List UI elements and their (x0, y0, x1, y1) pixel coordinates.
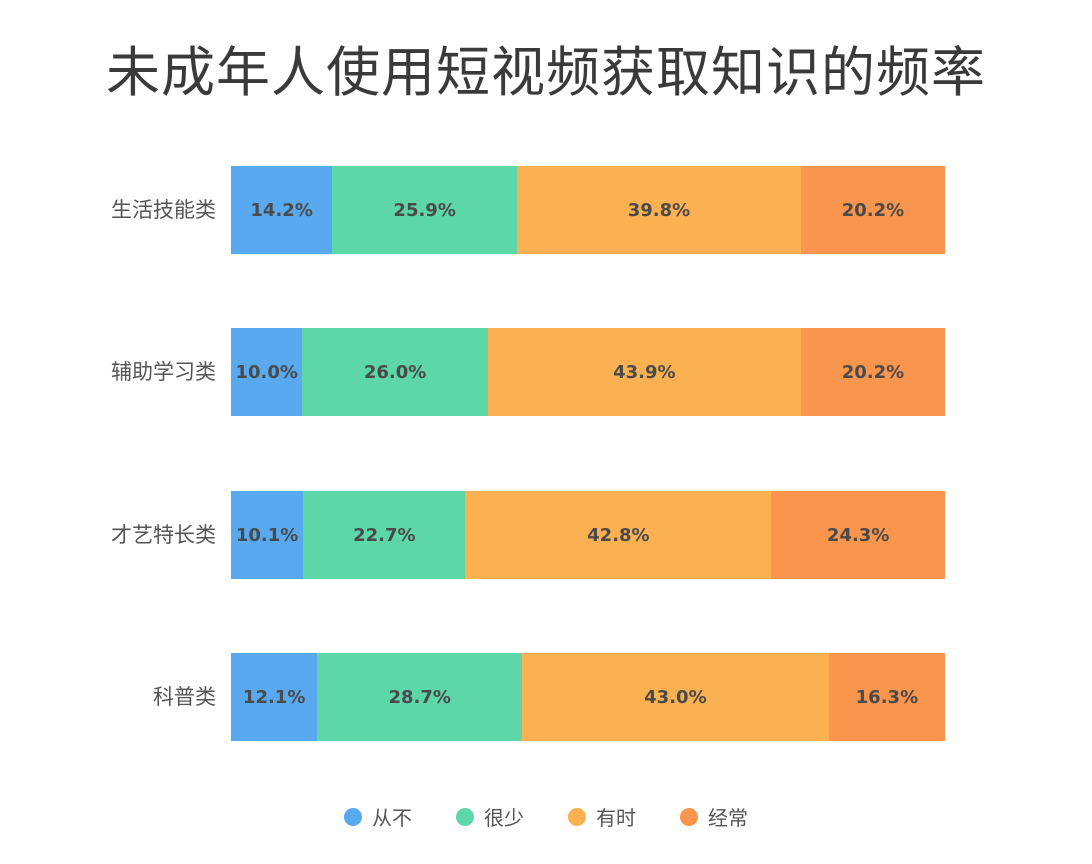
bar-row-talent: 才艺特长类 10.1% 22.7% 42.8% 24.3% (0, 491, 1092, 579)
segment-often: 16.3% (828, 653, 946, 741)
stacked-bar: 14.2% 25.9% 39.8% 20.2% (231, 166, 945, 254)
segment-never: 14.2% (231, 166, 333, 254)
segment-rarely: 22.7% (303, 491, 466, 579)
legend-item-often[interactable]: 经常 (680, 802, 748, 831)
chart-title: 未成年人使用短视频获取知识的频率 (106, 41, 986, 104)
segment-never: 10.0% (231, 328, 303, 416)
row-label: 生活技能类 (111, 198, 216, 222)
segment-sometimes: 39.8% (517, 166, 801, 254)
stacked-bar: 10.1% 22.7% 42.8% 24.3% (231, 491, 945, 579)
segment-rarely: 25.9% (332, 166, 518, 254)
segment-often: 20.2% (800, 328, 945, 416)
segment-never: 12.1% (231, 653, 318, 741)
legend-item-never[interactable]: 从不 (344, 802, 412, 831)
segment-often: 24.3% (771, 491, 945, 579)
segment-rarely: 28.7% (317, 653, 523, 741)
circle-icon (456, 807, 474, 826)
segment-sometimes: 42.8% (465, 491, 772, 579)
segment-sometimes: 43.9% (487, 328, 801, 416)
segment-sometimes: 43.0% (522, 653, 829, 741)
stacked-bar: 12.1% 28.7% 43.0% 16.3% (231, 653, 946, 741)
bar-row-life-skills: 生活技能类 14.2% 25.9% 39.8% 20.2% (0, 166, 1092, 254)
legend-item-rarely[interactable]: 很少 (456, 802, 524, 831)
bar-row-study-aid: 辅助学习类 10.0% 26.0% 43.9% 20.2% (0, 328, 1092, 416)
legend-label: 经常 (708, 806, 748, 830)
row-label: 才艺特长类 (111, 523, 216, 547)
bar-row-science: 科普类 12.1% 28.7% 43.0% 16.3% (0, 653, 1092, 741)
legend-item-sometimes[interactable]: 有时 (568, 802, 636, 831)
row-label: 科普类 (153, 685, 216, 709)
legend-label: 有时 (596, 806, 636, 830)
stacked-bar: 10.0% 26.0% 43.9% 20.2% (231, 328, 945, 416)
circle-icon (680, 807, 698, 826)
legend-label: 从不 (372, 806, 412, 830)
circle-icon (568, 807, 586, 826)
legend: 从不 很少 有时 经常 (0, 802, 1092, 831)
segment-rarely: 26.0% (302, 328, 488, 416)
circle-icon (344, 807, 362, 826)
legend-label: 很少 (484, 806, 524, 830)
segment-never: 10.1% (231, 491, 304, 579)
segment-often: 20.2% (800, 166, 945, 254)
row-label: 辅助学习类 (111, 360, 216, 384)
